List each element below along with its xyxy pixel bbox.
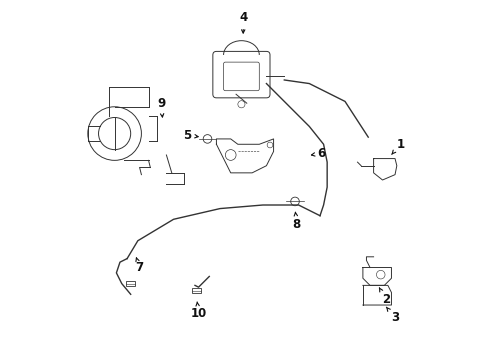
Text: 10: 10 [191, 302, 207, 320]
Text: 7: 7 [136, 258, 144, 274]
Text: 5: 5 [183, 129, 198, 142]
Text: 9: 9 [157, 97, 165, 117]
Text: 4: 4 [239, 11, 247, 33]
Text: 6: 6 [312, 147, 326, 160]
Text: 2: 2 [379, 288, 390, 306]
Text: 8: 8 [293, 212, 301, 231]
Bar [193, 288, 201, 293]
Text: 3: 3 [387, 307, 399, 324]
Text: 1: 1 [392, 138, 404, 154]
Bar [126, 281, 135, 286]
